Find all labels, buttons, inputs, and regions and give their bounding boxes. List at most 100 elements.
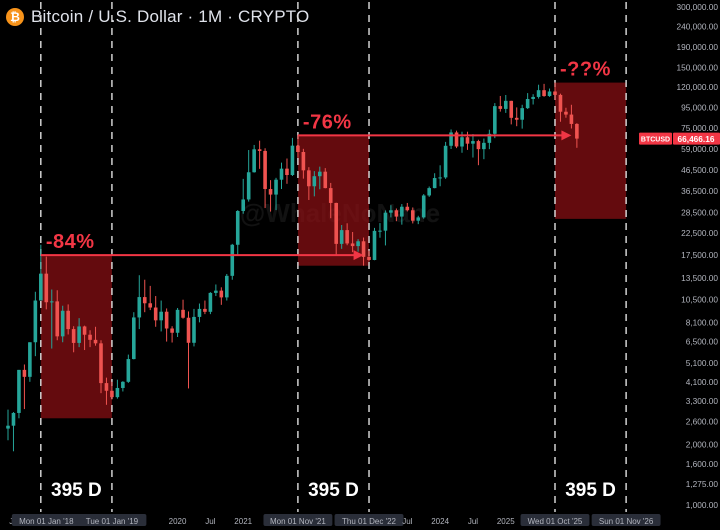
price-tick-label: 13,500.00 [681,273,718,283]
candle-body [323,171,328,189]
candle-body [49,301,54,303]
candle-body [219,290,224,298]
candle [383,210,388,246]
candle-body [60,310,65,337]
candle-body [498,106,503,109]
candle-body [214,290,218,293]
candle [192,308,196,347]
candle-body [438,177,442,179]
candle-body [378,230,382,232]
candle-body [153,307,158,321]
candle-body [285,168,289,175]
candle [99,340,103,394]
candle-body [334,202,338,244]
arrow-head [353,250,364,261]
candle-body [493,106,497,134]
price-tick-label: 5,100.00 [686,358,719,368]
candle [77,318,81,348]
drawdown-box [40,255,112,419]
candle-body [449,132,453,146]
candle-body [471,141,475,144]
candle-body [104,383,109,391]
candle-body [547,91,552,97]
candle [214,284,218,297]
candle [115,379,120,399]
candle [531,94,535,105]
time-tick-label: Mon 01 Jan '18 [19,517,74,526]
candle-body [536,90,541,97]
candle-body [181,309,185,318]
candle [263,148,267,209]
candle-body [186,317,191,343]
candle [367,250,371,262]
candle-body [159,311,163,321]
time-marker-badge [11,514,81,526]
time-tick-label: Jul [205,517,215,526]
current-price-label: 66,466.16 [678,134,715,144]
candle-body [6,425,10,429]
symbol-title[interactable]: Bitcoin / U.S. Dollar · 1M · CRYPTO [31,7,310,26]
candle-body [290,145,295,175]
candle [345,223,349,246]
price-tick-label: 1,600.00 [686,459,719,469]
candle [148,285,153,311]
candle [542,83,546,97]
candle [509,100,514,125]
candle-body [394,210,399,217]
price-tick-label: 75,000.00 [681,123,718,133]
candle [482,138,486,160]
time-tick-label: Thu 01 Dec '22 [342,517,397,526]
current-price-tag [673,132,720,145]
price-tick-label: 95,000.00 [681,102,718,112]
candle-body [142,297,147,304]
candle-body [148,303,153,308]
candle [421,194,426,219]
candle-body [263,150,267,190]
candle [416,215,421,225]
candle-body [71,329,76,343]
candle [246,150,251,202]
candle [312,171,317,197]
candle-body [110,390,114,398]
price-tick-label: 28,500.00 [681,208,718,218]
candle [110,381,114,400]
candle [394,208,399,222]
candle-body [208,292,213,312]
price-tick-label: 1,000.00 [686,500,719,510]
duration-label: 395 D [308,480,359,501]
candle-body [99,343,103,384]
candle [159,300,163,332]
time-tick-label: Mon 01 Nov '21 [270,517,326,526]
candle [553,82,557,100]
candle-body [514,117,519,120]
candle [137,275,142,330]
drawdown-percent-label: -84% [46,231,95,253]
candle [142,279,147,313]
candle-body [241,199,246,211]
candle [361,237,366,266]
candle-body [465,137,470,144]
candle [323,168,328,189]
candle [296,135,300,158]
price-tick-label: 300,000.00 [676,2,718,12]
time-marker-badge [334,514,404,526]
candle-body [93,339,98,344]
candle-body [82,326,87,335]
candle-body [553,91,557,95]
candle [17,369,21,419]
candle-body [55,301,60,337]
candle-body [279,168,284,180]
candle [536,84,541,99]
candle-body [77,326,81,343]
time-tick-label: Wed 01 Oct '25 [528,517,583,526]
price-tick-label: 190,000.00 [676,42,718,52]
candle [487,129,492,150]
candle-body [11,412,16,426]
candle-body [427,188,431,196]
candle [520,104,524,129]
candle [285,158,289,184]
candle-body [460,137,464,147]
candle [121,381,125,392]
candle [443,141,448,179]
